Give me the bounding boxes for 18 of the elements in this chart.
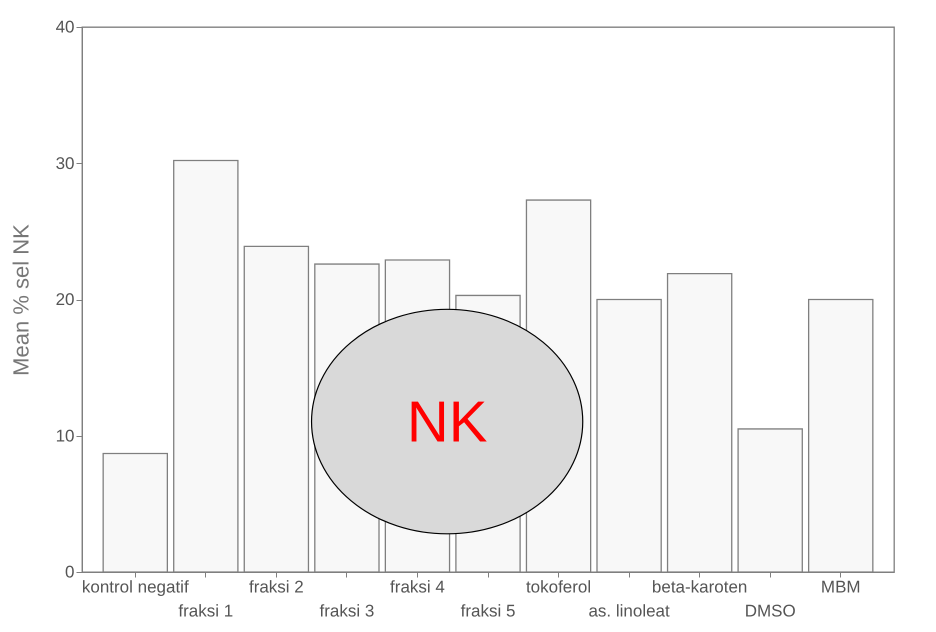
- x-tick-label: fraksi 2: [248, 578, 304, 596]
- x-tick-label: fraksi 4: [390, 578, 445, 596]
- x-tick-label: fraksi 3: [320, 602, 374, 620]
- x-tick-label: DMSO: [744, 602, 796, 620]
- y-tick-label: 10: [56, 426, 74, 446]
- x-tick-label: kontrol negatif: [82, 578, 189, 596]
- x-tick-label: as. linoleat: [588, 602, 670, 620]
- x-tick-label: MBM: [820, 578, 861, 596]
- y-tick-label: 20: [56, 290, 74, 309]
- y-tick-label: 30: [56, 154, 74, 173]
- x-tick-label: tokoferol: [526, 578, 592, 596]
- annotation: NK: [406, 390, 488, 455]
- x-tick-label: fraksi 1: [178, 602, 234, 620]
- x-tick-label: fraksi 5: [460, 602, 516, 620]
- y-tick-label: 0: [65, 562, 74, 582]
- x-tick-label: beta-karoten: [652, 578, 748, 596]
- y-axis-title: Mean % sel NK: [8, 224, 34, 376]
- y-tick-label: 40: [56, 18, 74, 36]
